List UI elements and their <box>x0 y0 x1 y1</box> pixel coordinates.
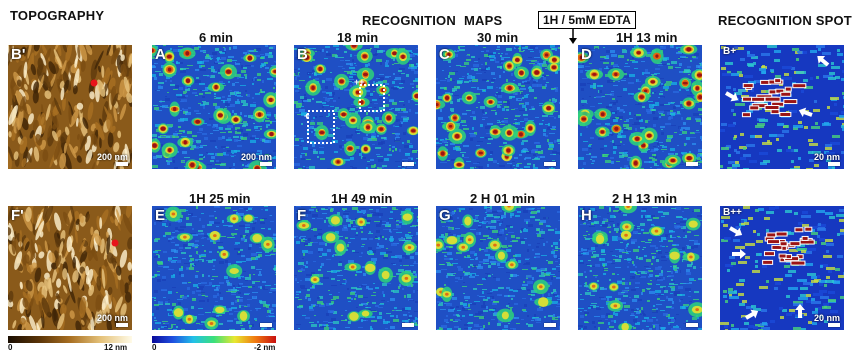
panel-label: B+ <box>723 46 736 57</box>
svg-text:++: ++ <box>354 77 365 87</box>
time-label-b: 18 min <box>337 30 378 45</box>
scale-bar: 20 nm <box>814 313 840 327</box>
panel-label: E <box>155 207 165 224</box>
scale-bar <box>686 323 698 327</box>
edta-arrow-icon <box>568 28 578 44</box>
topography-panel-b-prime: B' 200 nm <box>8 45 132 169</box>
recognition-map-d: D <box>578 45 702 169</box>
scale-bar: 200 nm <box>97 152 128 166</box>
recognition-spots-b-plus: B+ 20 nm <box>720 45 844 169</box>
header-topography: TOPOGRAPHY <box>10 8 104 23</box>
time-label-e: 1H 25 min <box>189 191 250 206</box>
scale-bar: 20 nm <box>814 152 840 166</box>
recognition-map-c: C <box>436 45 560 169</box>
header-recognition: RECOGNITION <box>362 13 456 28</box>
recognition-map-h: H <box>578 206 702 330</box>
panel-label: F' <box>11 207 24 224</box>
tip-position-marker <box>112 240 119 247</box>
panel-label: B <box>297 46 308 63</box>
panel-label: A <box>155 46 166 63</box>
panel-label: B' <box>11 46 25 63</box>
panel-label: F <box>297 207 306 224</box>
time-label-c: 30 min <box>477 30 518 45</box>
panel-label: B++ <box>723 207 742 218</box>
time-label-g: 2 H 01 min <box>470 191 535 206</box>
scale-bar: 200 nm <box>97 313 128 327</box>
panel-label: C <box>439 46 450 63</box>
scale-bar <box>402 162 414 166</box>
panel-label: H <box>581 207 592 224</box>
header-recognition-spots: RECOGNITION SPOTS <box>718 13 852 28</box>
edta-label: 1H / 5mM EDTA <box>538 11 636 29</box>
recognition-map-g: G <box>436 206 560 330</box>
scale-bar <box>260 323 272 327</box>
panel-label: G <box>439 207 451 224</box>
topography-panel-f-prime: F' 200 nm <box>8 206 132 330</box>
recognition-map-e: E <box>152 206 276 330</box>
header-maps: MAPS <box>464 13 502 28</box>
recognition-map-f: F <box>294 206 418 330</box>
time-label-f: 1H 49 min <box>331 191 392 206</box>
tip-position-marker <box>91 80 98 87</box>
topography-colorbar <box>8 336 132 343</box>
scale-bar <box>686 162 698 166</box>
scale-bar: 200 nm <box>241 152 272 166</box>
recognition-spots-b-plus-plus: B++ 20 nm <box>720 206 844 330</box>
svg-text:+: + <box>304 111 309 121</box>
time-label-a: 6 min <box>199 30 233 45</box>
selection-boxes: ++ + <box>294 45 418 169</box>
scale-bar <box>544 323 556 327</box>
recognition-colorbar <box>152 336 276 343</box>
time-label-d: 1H 13 min <box>616 30 677 45</box>
recognition-map-a: A 200 nm <box>152 45 276 169</box>
panel-label: D <box>581 46 592 63</box>
scale-bar <box>402 323 414 327</box>
time-label-h: 2 H 13 min <box>612 191 677 206</box>
scale-bar <box>544 162 556 166</box>
recognition-map-b: ++ + B <box>294 45 418 169</box>
